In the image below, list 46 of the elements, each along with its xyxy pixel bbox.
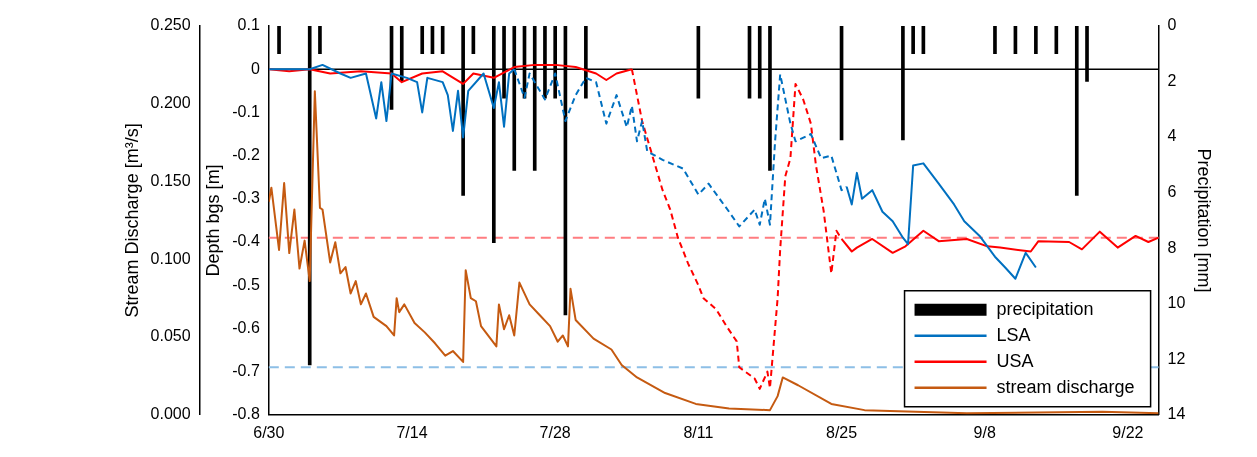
y2-tick-label: 10 [1167,294,1186,312]
x-tick-label: 6/30 [253,423,285,441]
y-tick-label: -0.5 [232,275,260,293]
y3-tick-label: 0.100 [150,249,191,267]
legend-label: stream discharge [996,376,1135,397]
y2-tick-label: 12 [1167,349,1186,367]
y3-axis-title: Stream Discharge [m³/s] [121,123,142,318]
y2-tick-label: 2 [1167,71,1177,89]
y2-tick-label: 0 [1167,16,1177,34]
x-tick-label: 9/8 [973,423,996,441]
legend-label: LSA [996,324,1031,345]
y2-tick-label: 6 [1167,183,1177,201]
y2-tick-label: 8 [1167,238,1177,256]
y3-tick-label: 0.200 [150,94,191,112]
y-tick-label: -0.2 [232,146,260,164]
x-tick-label: 8/11 [683,423,714,441]
y2-axis-title: Precipitation [mm] [1194,148,1215,293]
legend-label: USA [996,350,1034,371]
y-axis-title: Depth bgs [m] [203,164,224,277]
x-tick-label: 7/28 [539,423,571,441]
bar [420,26,425,55]
legend-label: precipitation [996,298,1094,319]
y-tick-label: 0.1 [237,16,260,34]
y-tick-label: -0.7 [232,362,260,380]
x-tick-label: 7/14 [396,423,428,441]
y3-tick-label: 0.250 [150,16,191,34]
y2-tick-label: 14 [1167,405,1186,423]
bar [993,26,997,55]
y-tick-label: -0.3 [232,189,260,207]
y-tick-label: -0.6 [232,318,260,336]
bar [277,26,281,55]
y3-tick-label: 0.000 [150,405,191,423]
bar [1034,26,1038,55]
bar [318,26,322,55]
bar [1054,26,1059,55]
y-tick-label: 0 [250,59,260,77]
y-tick-label: -0.8 [232,405,260,423]
y-tick-label: -0.1 [232,102,260,120]
y-tick-label: -0.4 [232,232,260,250]
y3-tick-label: 0.150 [150,171,191,189]
y3-tick-label: 0.050 [150,327,191,345]
x-tick-label: 9/22 [1112,423,1144,441]
x-tick-label: 8/25 [825,423,858,441]
y2-tick-label: 4 [1167,127,1177,145]
bar [440,26,445,55]
bar [911,26,915,55]
